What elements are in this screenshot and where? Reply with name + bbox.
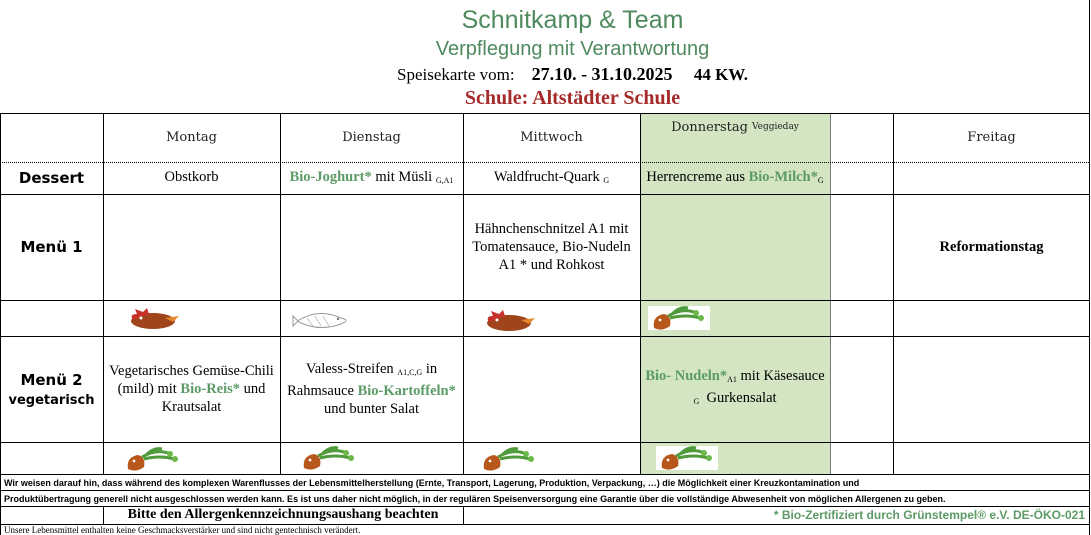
dish-text: und bunter Salat	[323, 383, 460, 417]
dish-text: und Krautsalat	[161, 381, 270, 415]
dish-text: Bio-Kartoffeln*	[357, 383, 456, 399]
dish-text: Hähnchenschnitzel A1 mit Tomatensauce, B…	[472, 221, 634, 273]
row-label: Menü 1	[0, 194, 103, 300]
dish-text: G,A1	[435, 176, 454, 185]
dish-text: Bio-Joghurt*	[289, 169, 372, 185]
notice-line: Produktübertragung generell nicht ausges…	[4, 494, 946, 504]
dish-text: A1,C,G	[397, 368, 423, 377]
menu-cell: Hähnchenschnitzel A1 mit Tomatensauce, B…	[463, 194, 640, 300]
dish-text: Bio-Milch*	[748, 169, 818, 185]
menu-cell: Bio- Nudeln*A1 mit Käsesauce G Gurkensal…	[640, 336, 830, 442]
icon-vegetarian	[120, 445, 186, 473]
icon-chicken	[131, 308, 179, 329]
date-range: 27.10. - 31.10.2025	[531, 64, 673, 84]
dish: Reformationstag	[940, 238, 1044, 256]
dish-text: G	[603, 176, 610, 185]
dish-text: mit Müsli	[371, 169, 436, 185]
dish-text: Valess-Streifen	[305, 361, 398, 377]
notice-line: Wir weisen darauf hin, dass während des …	[4, 478, 860, 488]
dish-text: in Rahmsauce	[287, 361, 441, 399]
day-name: Mittwoch	[520, 130, 583, 145]
additives-note: Unsere Lebensmittel enthalten keine Gesc…	[4, 525, 361, 535]
day-note: Veggieday	[751, 122, 799, 132]
icon-vegetarian	[476, 445, 542, 473]
menu-cell	[893, 162, 1090, 192]
menu-cell	[103, 194, 280, 300]
school: Schule: Altstädter Schule	[464, 87, 681, 109]
title: Schnitkamp & Team	[461, 6, 684, 34]
dish-text: Herrencreme aus	[646, 169, 749, 185]
dish: Bio- Nudeln*A1 mit Käsesauce G Gurkensal…	[644, 367, 826, 411]
menu-cell: Obstkorb	[103, 162, 280, 192]
dish: Obstkorb	[165, 168, 219, 186]
menu-cell	[893, 336, 1090, 442]
row-label-line: Menü 1	[20, 238, 83, 256]
dish: Valess-Streifen A1,C,G in Rahmsauce Bio-…	[284, 360, 459, 418]
menu-cell	[463, 336, 640, 442]
menu-cell: Herrencreme aus Bio-Milch*G ohne Alkohol	[640, 162, 830, 192]
row-label-line: Dessert	[18, 169, 85, 187]
dish-text: Waldfrucht-Quark	[493, 169, 604, 185]
icon-chicken	[487, 310, 535, 331]
day-header: Donnerstag Veggieday	[640, 113, 830, 141]
allergen-hint: Bitte den Allergenkennzeichnungsaushang …	[127, 507, 439, 522]
dish-text: Bio- Nudeln*	[645, 368, 728, 384]
date-line: Speisekarte vom: 27.10. - 31.10.2025 44 …	[0, 64, 1091, 85]
dish-text: Obstkorb	[164, 169, 219, 185]
day-name: Dienstag	[342, 130, 401, 145]
day-header: Dienstag	[280, 113, 463, 162]
row-label: Menü 2 vegetarisch	[0, 336, 103, 442]
dish: Hähnchenschnitzel A1 mit Tomatensauce, B…	[467, 220, 636, 274]
dish-text: Gurkensalat	[699, 390, 777, 406]
row-label: Dessert	[0, 162, 103, 194]
icon-vegetarian	[654, 444, 720, 472]
row-label-line: Menü 2	[20, 370, 83, 389]
dish-text: Bio-Reis*	[180, 381, 241, 397]
menu-cell	[640, 194, 830, 300]
dish-text: ohne Alkohol	[696, 169, 828, 192]
dish: Herrencreme aus Bio-Milch*G ohne Alkohol	[644, 168, 826, 192]
menu-cell: Reformationstag	[893, 194, 1090, 300]
day-header: Freitag	[893, 113, 1090, 162]
dish-text: Vegetarisches Gemüse-Chili (mild) mit	[109, 363, 278, 397]
subtitle: Verpflegung mit Verantwortung	[435, 38, 710, 60]
dish-text: Reformationstag	[939, 239, 1044, 255]
day-header: Mittwoch	[463, 113, 640, 162]
icon-vegetarian	[296, 444, 362, 472]
day-name: Donnerstag	[671, 119, 748, 135]
day-header: Montag	[103, 113, 280, 162]
day-name: Freitag	[967, 130, 1016, 145]
icon-vegetarian	[646, 304, 712, 332]
veggieday-background	[640, 113, 830, 474]
dish: Bio-Joghurt* mit Müsli G,A1	[290, 168, 454, 190]
week: 44 KW.	[693, 65, 748, 84]
dish-text: mit Käsesauce	[736, 368, 829, 384]
dish-text: A1	[727, 375, 737, 384]
menu-cell: Waldfrucht-Quark G	[463, 162, 640, 192]
bio-certificate: * Bio-Zertifiziert durch Grünstempel® e.…	[773, 508, 1085, 522]
menu-cell: Valess-Streifen A1,C,G in Rahmsauce Bio-…	[280, 336, 463, 442]
menu-cell	[280, 194, 463, 300]
row-label-line: vegetarisch	[8, 392, 95, 408]
menu-cell: Bio-Joghurt* mit Müsli G,A1	[280, 162, 463, 192]
date-label: Speisekarte vom:	[397, 65, 515, 84]
dish-text: G	[817, 176, 824, 185]
day-name: Montag	[166, 130, 217, 145]
dish: Vegetarisches Gemüse-Chili (mild) mit Bi…	[107, 362, 276, 416]
dish-text: G	[693, 397, 700, 406]
menu-cell: Vegetarisches Gemüse-Chili (mild) mit Bi…	[103, 336, 280, 442]
dish: Waldfrucht-Quark G	[494, 168, 609, 190]
icon-fish	[292, 312, 347, 329]
